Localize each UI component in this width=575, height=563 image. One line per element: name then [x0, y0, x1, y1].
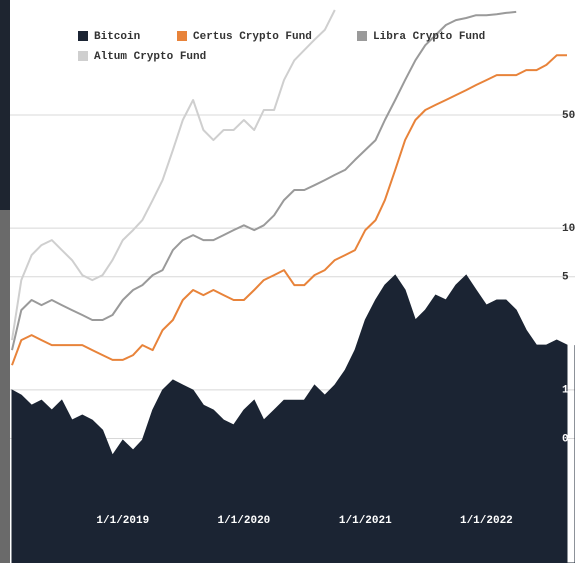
legend-swatch	[78, 31, 88, 41]
marks	[11, 9, 575, 563]
line	[11, 9, 336, 341]
y-tick-label: 50	[562, 110, 575, 122]
legend-label: Certus Crypto Fund	[193, 31, 312, 43]
line	[11, 10, 517, 351]
area	[11, 274, 575, 563]
y-tick-label: 5	[562, 272, 569, 284]
legend-swatch	[357, 31, 367, 41]
y-tick-label: 10	[562, 223, 575, 235]
left-border-top	[0, 0, 10, 210]
line	[11, 54, 567, 366]
legend-swatch	[78, 51, 88, 61]
legend-label: Bitcoin	[94, 31, 140, 43]
x-tick-label: 1/1/2022	[460, 515, 513, 527]
left-border	[0, 0, 10, 563]
labels: 0.5 1 5 10 50 1/1/2019 1/1/2020 1/1/2021 1/1/202…	[78, 31, 575, 527]
legend-label: Altum Crypto Fund	[94, 51, 206, 63]
x-tick-label: 1/1/2019	[96, 515, 149, 527]
legend-swatch	[177, 31, 187, 41]
y-tick-label: 0.5	[562, 433, 575, 445]
y-tick-label: 1	[562, 385, 569, 397]
x-tick-label: 1/1/2020	[217, 515, 270, 527]
x-tick-label: 1/1/2021	[339, 515, 392, 527]
legend-label: Libra Crypto Fund	[373, 31, 485, 43]
